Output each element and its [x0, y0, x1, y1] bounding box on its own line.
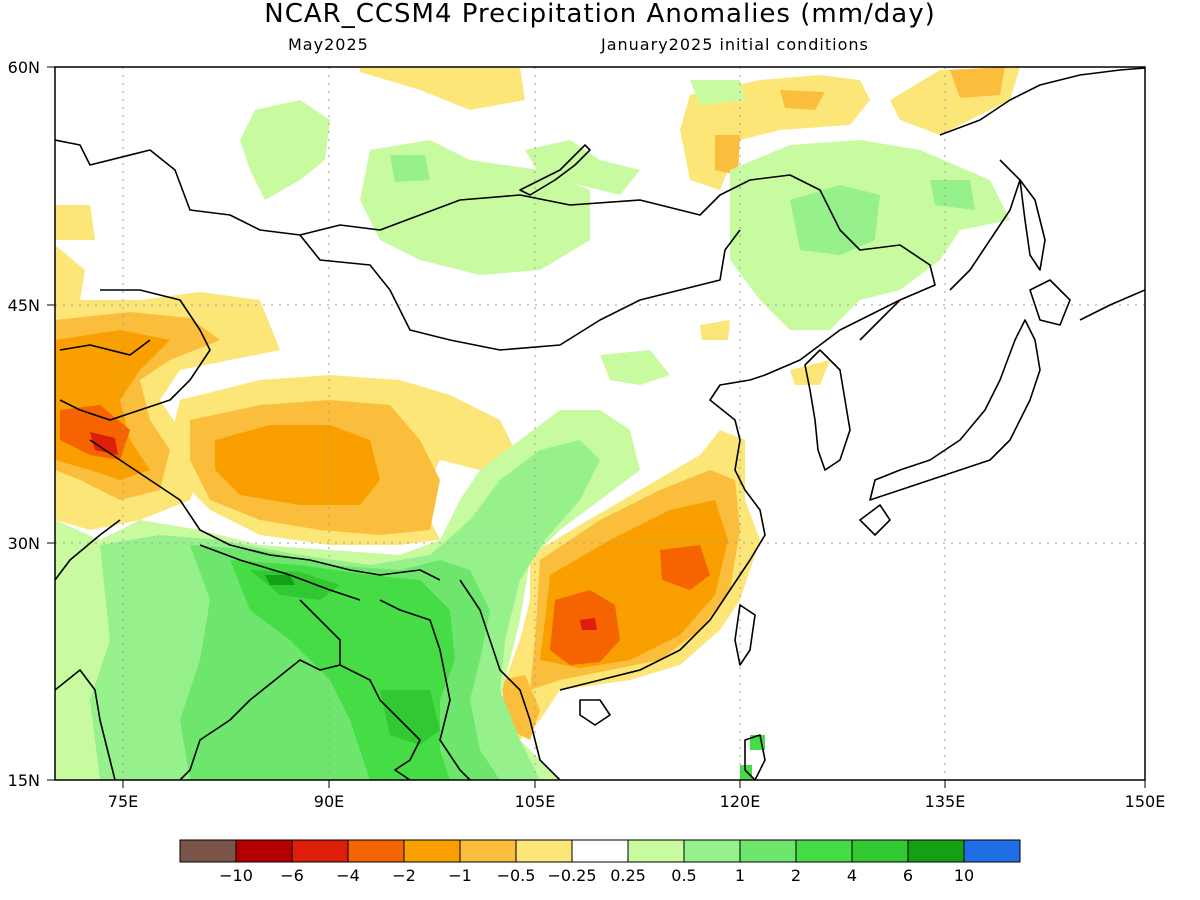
lon-label: 75E [108, 792, 138, 811]
dry-area [550, 545, 710, 665]
dry-area [360, 67, 525, 110]
coast-line [179, 599, 341, 780]
lat-label: 60N [8, 58, 40, 77]
dry-area [55, 205, 95, 300]
lon-label: 150E [1125, 792, 1166, 811]
colorbar-swatch [235, 839, 293, 863]
border-line [199, 544, 361, 601]
map-frame [54, 66, 1146, 781]
border-line [59, 289, 211, 421]
colorbar-swatch [347, 839, 405, 863]
wet-area [240, 100, 330, 200]
border-line [379, 599, 471, 780]
coast-line [1079, 289, 1145, 321]
wet-area [265, 575, 295, 585]
dry-area [90, 432, 118, 455]
colorbar-label: 1 [735, 866, 745, 885]
colorbar-label: −2 [392, 866, 416, 885]
coast-line [764, 299, 901, 376]
colorbar-swatch [179, 839, 237, 863]
colorbar-swatch [795, 839, 853, 863]
dry-area [715, 90, 825, 175]
colorbar-label: −0.25 [547, 866, 596, 885]
colorbar-swatch [459, 839, 517, 863]
lon-label: 105E [515, 792, 556, 811]
colorbar-swatch [739, 839, 797, 863]
colorbar-swatch [571, 839, 629, 863]
forecast-month: May2025 [288, 35, 369, 54]
border-line [55, 139, 936, 341]
border-line [55, 519, 121, 581]
wet-area [520, 480, 560, 520]
colorbar-label: −0.5 [497, 866, 536, 885]
hainan-island [579, 699, 611, 726]
wet-area [250, 570, 440, 745]
coastlines [55, 67, 1145, 780]
coast-line [339, 664, 421, 780]
colorbar-swatch [403, 839, 461, 863]
colorbar-swatch [291, 839, 349, 863]
wet-area [390, 155, 430, 182]
border-line [459, 579, 561, 780]
colorbar-label: −4 [336, 866, 360, 885]
colorbar-swatch [683, 839, 741, 863]
korea-peninsula [804, 349, 851, 471]
border-line [299, 229, 741, 351]
sakhalin-island [1019, 179, 1046, 271]
lat-label: 15N [8, 771, 40, 790]
lat-label: 30N [8, 534, 40, 553]
dry-area [700, 320, 830, 385]
lat-ticks [47, 66, 55, 781]
colorbar-swatch [963, 839, 1021, 863]
colorbar-swatch [851, 839, 909, 863]
coast-line [55, 669, 116, 780]
border-line [89, 439, 441, 581]
colorbar: −10 −6 −4 −2 −1 −0.5 −0.25 0.25 0.5 1 2 4 6 10 [179, 839, 1021, 885]
coast-line [939, 67, 1145, 136]
wet-area [740, 735, 765, 780]
colorbar-label: 6 [903, 866, 913, 885]
wet-area [690, 80, 745, 105]
wet-area [525, 140, 640, 195]
lat-label: 45N [8, 296, 40, 315]
latitude-axis: 60N 45N 30N 15N [8, 58, 40, 790]
colorbar-label: 0.5 [671, 866, 696, 885]
lake-baikal [519, 144, 591, 196]
japan-kyushu [859, 504, 891, 536]
colorbar-label: −1 [448, 866, 472, 885]
colorbar-label: 4 [847, 866, 857, 885]
colorbar-label: −6 [280, 866, 304, 885]
coast-line [559, 374, 766, 691]
colorbar-label: −10 [219, 866, 253, 885]
wet-area [790, 180, 975, 255]
colorbar-label: 2 [791, 866, 801, 885]
grid-lines [55, 67, 1145, 780]
colorbar-swatch [907, 839, 965, 863]
colorbar-label: 0.25 [610, 866, 646, 885]
colorbar-swatch [627, 839, 685, 863]
japan-hokkaido [1029, 279, 1071, 326]
philippines-island [744, 734, 766, 780]
map-title: NCAR_CCSM4 Precipitation Anomalies (mm/d… [264, 0, 936, 29]
lon-ticks [122, 780, 1146, 788]
dry-area [580, 618, 597, 630]
coast-line [949, 159, 1021, 291]
border-line [59, 339, 151, 356]
longitude-axis: 75E 90E 105E 120E 135E 150E [108, 792, 1166, 811]
colorbar-swatch [515, 839, 573, 863]
japan-honshu [869, 319, 1041, 501]
colorbar-label: 10 [954, 866, 974, 885]
lon-label: 90E [314, 792, 344, 811]
wet-area [600, 350, 670, 385]
lon-label: 135E [925, 792, 966, 811]
dry-area [215, 425, 380, 505]
anomaly-field [55, 67, 1020, 780]
dry-area [950, 67, 1005, 98]
lon-label: 120E [720, 792, 761, 811]
initial-conditions: January2025 initial conditions [601, 35, 869, 54]
taiwan-island [734, 604, 756, 666]
